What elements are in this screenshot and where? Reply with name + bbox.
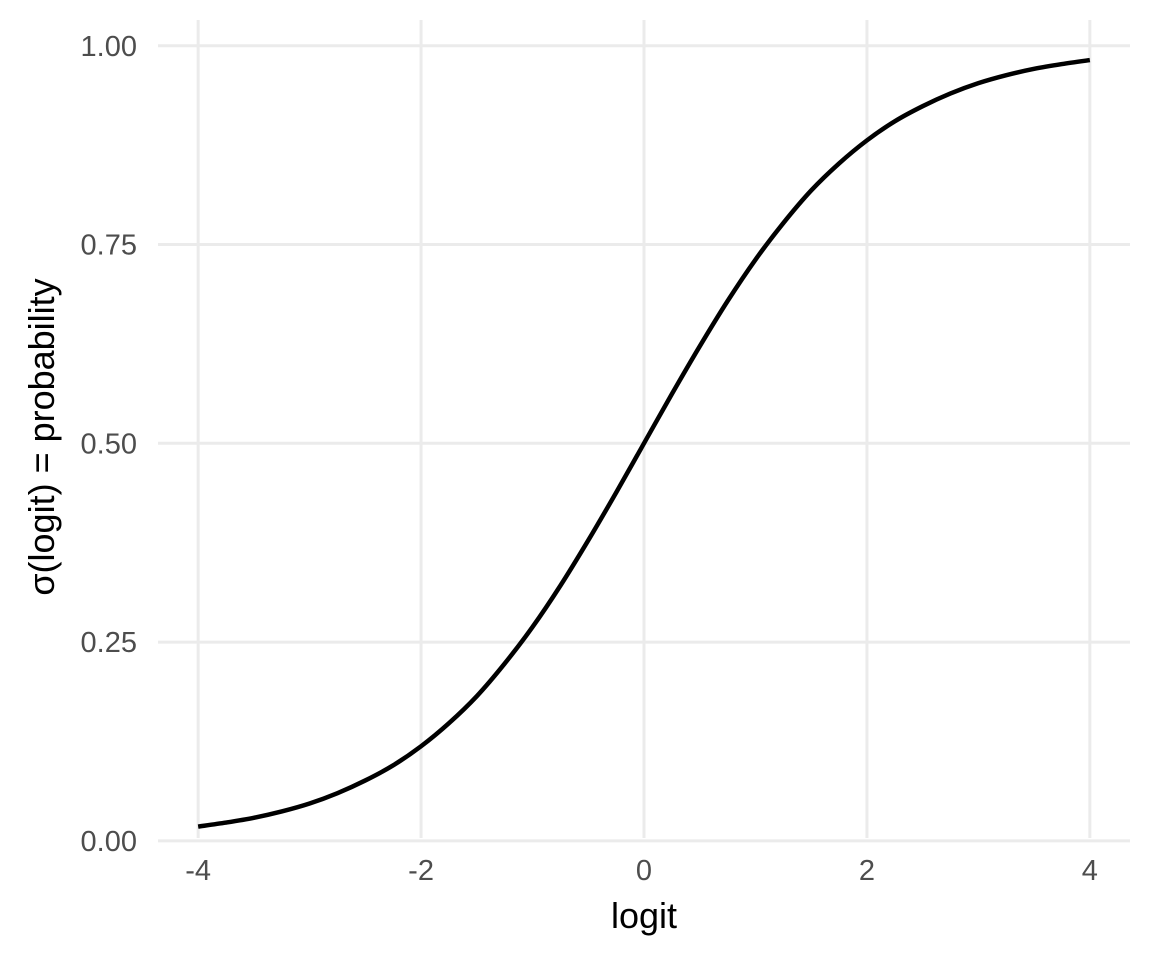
x-tick-label: 4 (1082, 855, 1098, 887)
series-layer (197, 57, 1091, 829)
x-tick-label: -4 (185, 855, 211, 887)
y-axis-title: σ(logit) = probability (21, 278, 62, 595)
y-tick-label: 0.75 (81, 230, 137, 262)
sigmoid-series-line-0 (197, 57, 1091, 829)
x-tick-label: 0 (636, 855, 652, 887)
y-tick-label: 0.50 (81, 428, 137, 460)
grid-lines (158, 20, 1130, 843)
y-tick-label: 1.00 (81, 31, 137, 63)
x-tick-label: -2 (408, 855, 434, 887)
x-axis-title: logit (611, 895, 677, 936)
y-tick-label: 0.00 (81, 826, 137, 858)
x-axis-tick-labels: -4 -2 0 2 4 (185, 855, 1098, 887)
x-tick-label: 2 (859, 855, 875, 887)
y-axis-tick-labels: 0.00 0.25 0.50 0.75 1.00 (81, 31, 137, 858)
y-tick-label: 0.25 (81, 627, 137, 659)
